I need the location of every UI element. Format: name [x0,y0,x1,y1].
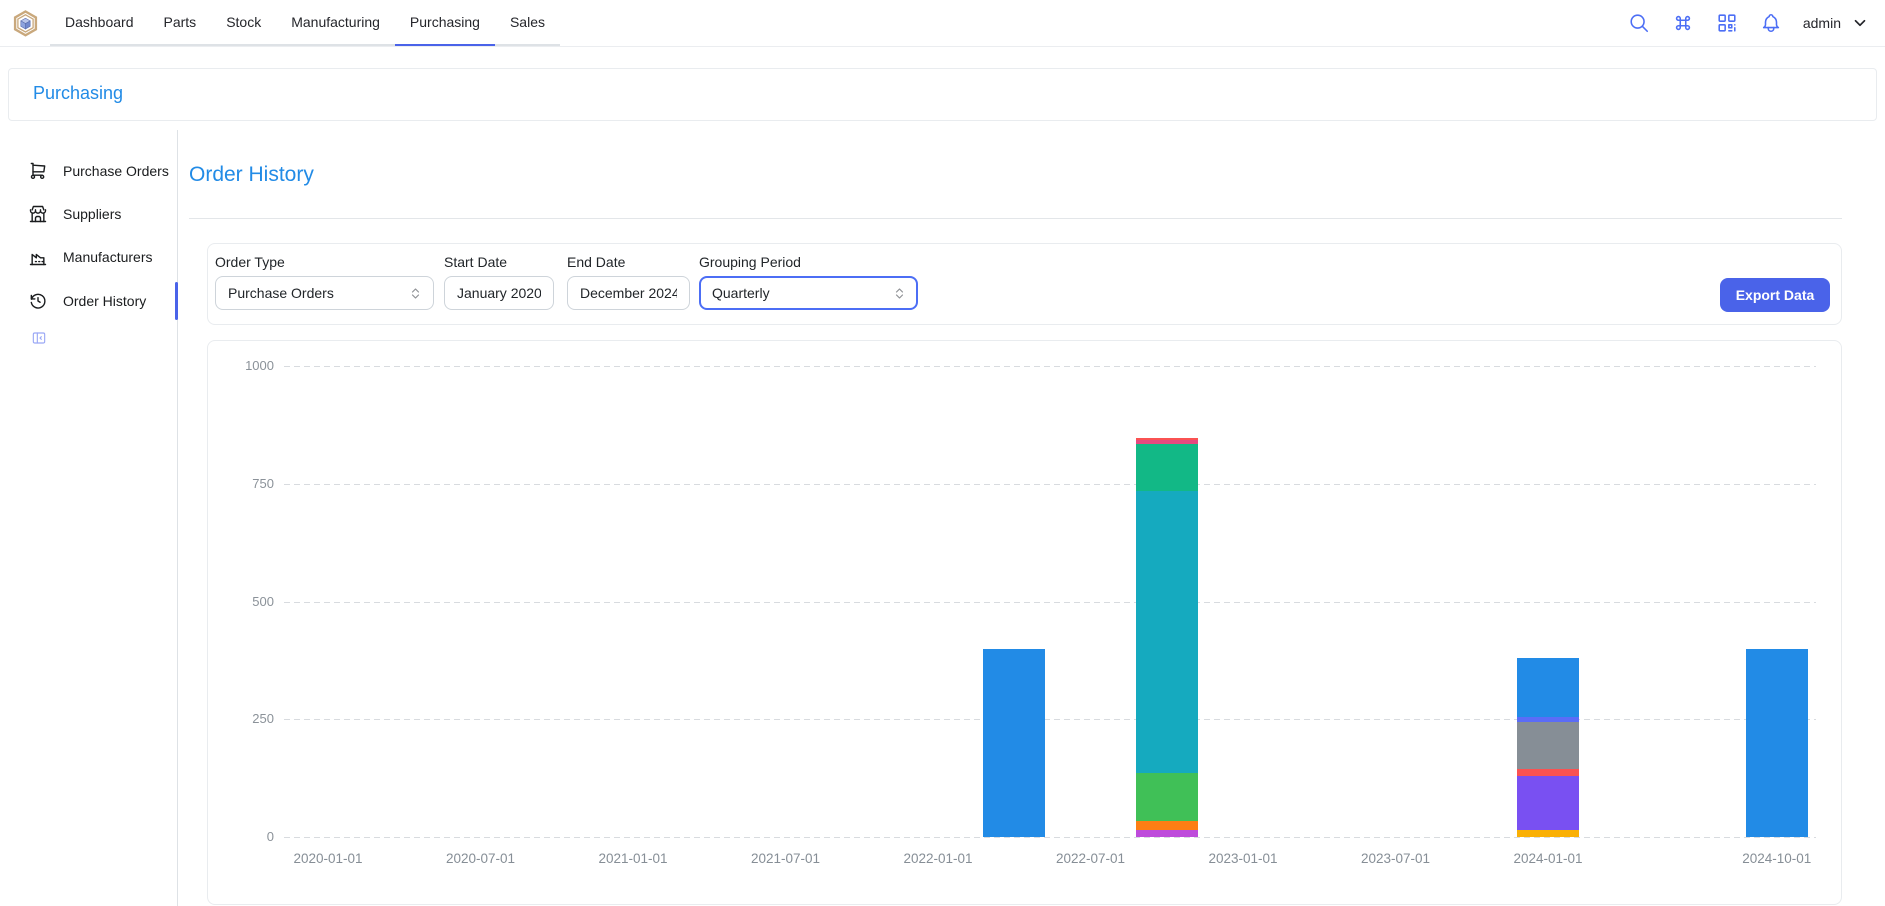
page-header-band: Purchasing [8,68,1877,121]
bar-segment-green[interactable] [1136,773,1198,820]
y-gridline [284,837,1816,838]
main-nav-tabs: DashboardPartsStockManufacturingPurchasi… [50,0,560,46]
tab-sales[interactable]: Sales [495,0,560,46]
bar-segment-grape[interactable] [1136,830,1198,837]
sidebar-item-order-history[interactable]: Order History [0,284,177,318]
username-label: admin [1803,15,1841,31]
start-date-label: Start Date [444,254,554,270]
start-date-input[interactable] [444,276,554,310]
sidebar-divider [177,130,178,906]
bell-button[interactable] [1759,11,1783,35]
title-divider [189,218,1842,219]
page-title: Order History [189,163,314,187]
y-gridline [284,484,1816,485]
bar-segment-red[interactable] [1517,769,1579,776]
bar-segment-amber[interactable] [1517,830,1579,837]
bar-segment-pink[interactable] [1136,440,1198,444]
bar-segment-blue[interactable] [1746,649,1808,837]
x-axis-tick-label: 2023-01-01 [1193,851,1293,866]
storefront-icon [28,204,48,224]
bar-segment-indigo[interactable] [1517,717,1579,722]
x-axis-tick-label: 2021-07-01 [736,851,836,866]
sidebar-item-suppliers[interactable]: Suppliers [0,197,177,231]
x-axis-tick-label: 2024-01-01 [1498,851,1598,866]
grouping-period-group: Grouping Period Quarterly [699,254,918,310]
x-axis-tick-label: 2022-07-01 [1041,851,1141,866]
y-gridline [284,719,1816,720]
tab-purchasing[interactable]: Purchasing [395,0,495,46]
sidebar-collapse-icon[interactable] [31,330,47,346]
y-axis-tick-label: 250 [224,711,274,726]
sidebar-item-label: Suppliers [63,206,121,222]
y-axis-tick-label: 750 [224,476,274,491]
sidebar: Purchase Orders Suppliers Manufacturers Ord… [0,130,177,906]
sidebar-item-purchase-orders[interactable]: Purchase Orders [0,154,177,188]
shopping-cart-icon [28,161,48,181]
search-button[interactable] [1627,11,1651,35]
filter-panel: Order Type Purchase Orders Start Date En… [207,243,1842,325]
order-type-select[interactable]: Purchase Orders [215,276,434,310]
x-axis-tick-label: 2021-01-01 [583,851,683,866]
export-data-button[interactable]: Export Data [1720,278,1830,312]
chevron-down-icon [1851,14,1869,32]
end-date-group: End Date [567,254,690,310]
sidebar-item-label: Manufacturers [63,249,152,265]
sidebar-item-label: Order History [63,293,146,309]
history-icon [28,291,48,311]
order-type-label: Order Type [215,254,434,270]
bar-segment-red[interactable] [1136,438,1198,440]
bell-icon [1760,12,1782,34]
qrcode-icon [1716,12,1738,34]
sidebar-item-manufacturers[interactable]: Manufacturers [0,240,177,274]
sidebar-item-label: Purchase Orders [63,163,169,179]
tab-manufacturing[interactable]: Manufacturing [276,0,395,46]
bar-segment-violet[interactable] [1517,776,1579,830]
y-gridline [284,366,1816,367]
top-navbar: DashboardPartsStockManufacturingPurchasi… [0,0,1885,47]
bar-segment-blue[interactable] [1517,658,1579,717]
breadcrumb[interactable]: Purchasing [33,83,123,104]
y-gridline [284,602,1816,603]
factory-icon [28,247,48,267]
x-axis-tick-label: 2024-10-01 [1727,851,1827,866]
order-history-chart-card: 1000 750 500 250 0 2020-01-01 2020-07-01 2021-0… [207,340,1842,905]
grouping-period-select[interactable]: Quarterly [699,276,918,310]
bar-segment-orange[interactable] [1136,821,1198,830]
y-axis-tick-label: 500 [224,594,274,609]
start-date-group: Start Date [444,254,554,310]
grouping-period-label: Grouping Period [699,254,918,270]
sidebar-active-indicator [175,282,178,320]
y-axis-tick-label: 0 [224,829,274,844]
bar-segment-blue[interactable] [983,649,1045,837]
tab-stock[interactable]: Stock [211,0,276,46]
x-axis-tick-label: 2023-07-01 [1346,851,1446,866]
search-icon [1628,12,1650,34]
command-button[interactable] [1671,11,1695,35]
bar-segment-emerald[interactable] [1136,444,1198,491]
stacked-bar-chart: 1000 750 500 250 0 2020-01-01 2020-07-01 2021-0… [208,341,1841,904]
y-axis-tick-label: 1000 [224,358,274,373]
bar-segment-cyan[interactable] [1136,491,1198,774]
end-date-input[interactable] [567,276,690,310]
tab-parts[interactable]: Parts [149,0,212,46]
select-chevrons-icon [892,286,907,301]
x-axis-tick-label: 2020-01-01 [278,851,378,866]
order-type-group: Order Type Purchase Orders [215,254,434,310]
qrcode-button[interactable] [1715,11,1739,35]
app-root: DashboardPartsStockManufacturingPurchasi… [0,0,1885,906]
bar-segment-gray[interactable] [1517,722,1579,769]
navbar-actions: admin [1627,0,1869,46]
x-axis-tick-label: 2022-01-01 [888,851,988,866]
select-chevrons-icon [408,286,423,301]
command-icon [1672,12,1694,34]
x-axis-tick-label: 2020-07-01 [431,851,531,866]
inventree-logo-icon[interactable] [12,10,39,37]
tab-dashboard[interactable]: Dashboard [50,0,149,46]
end-date-label: End Date [567,254,690,270]
user-menu[interactable]: admin [1803,14,1869,32]
